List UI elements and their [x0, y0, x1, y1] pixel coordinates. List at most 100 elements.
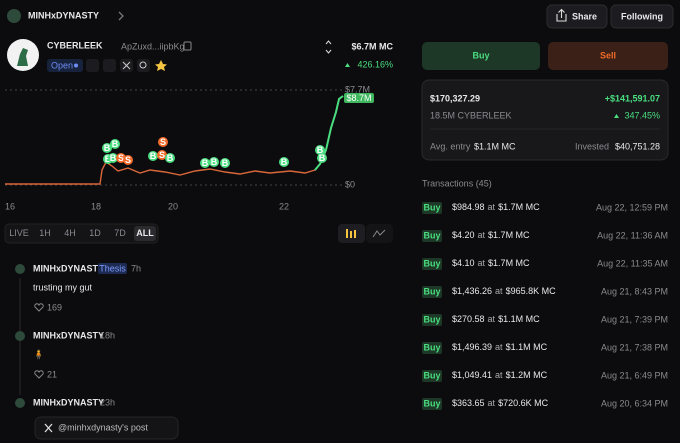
- buy-button[interactable]: [422, 42, 540, 70]
- side: Buy: [423, 202, 440, 212]
- search-button[interactable]: [137, 59, 150, 72]
- side-pill: [422, 370, 442, 382]
- side-pill: [422, 342, 442, 354]
- range-button[interactable]: 7D: [114, 228, 126, 238]
- sell-button[interactable]: [548, 42, 668, 70]
- amount: $1,436.26: [452, 286, 492, 296]
- transaction-time: Aug 21, 7:38 PM: [601, 342, 668, 352]
- market-cap: $1.7M MC: [488, 230, 530, 240]
- range-button[interactable]: 4H: [64, 228, 76, 238]
- share-label: Share: [572, 11, 597, 21]
- sell-label: Sell: [600, 50, 616, 60]
- buy-marker-label: B: [317, 145, 324, 155]
- copy-icon[interactable]: [183, 41, 192, 51]
- side-pill: [422, 230, 442, 242]
- buy-marker: [200, 158, 210, 168]
- star-icon[interactable]: [155, 60, 167, 71]
- transaction: $984.98 at $1.7M MC: [452, 202, 540, 212]
- range-button[interactable]: LIVE: [9, 228, 29, 238]
- sell-marker-label: S: [125, 155, 131, 165]
- buy-marker: [220, 158, 230, 168]
- side: Buy: [423, 370, 440, 380]
- market-cap: $1.7M MC: [488, 258, 530, 268]
- buy-marker-label: B: [167, 153, 174, 163]
- range-button[interactable]: 1D: [89, 228, 101, 238]
- avg-entry-label: Avg. entry: [430, 141, 471, 151]
- up-arrow: [345, 63, 350, 67]
- post-text: 🧍: [33, 348, 44, 359]
- buy-marker-label: B: [104, 143, 111, 153]
- like-icon[interactable]: [34, 303, 44, 312]
- market-cap: $965.8K MC: [506, 286, 557, 296]
- buy-marker: [110, 139, 120, 149]
- following-button[interactable]: [610, 4, 674, 29]
- side: Buy: [423, 398, 440, 408]
- toggle-icon[interactable]: [325, 40, 332, 54]
- icon-button[interactable]: [103, 59, 116, 72]
- status-label: Open: [51, 60, 73, 70]
- connector: at: [478, 258, 486, 268]
- x-label: 16: [5, 201, 15, 211]
- market-cap-change: 426.16%: [357, 59, 393, 69]
- quoted-post[interactable]: [34, 416, 179, 440]
- range-button[interactable]: ALL: [136, 228, 154, 238]
- post-avatar: [15, 331, 25, 341]
- range-button[interactable]: 1H: [39, 228, 51, 238]
- buy-marker: [315, 145, 325, 155]
- connector: at: [478, 230, 486, 240]
- transaction-time: Aug 21, 7:39 PM: [601, 314, 668, 324]
- up-arrow: [614, 114, 619, 118]
- user-avatar: [7, 9, 21, 23]
- transaction-time: Aug 21, 6:49 PM: [601, 370, 668, 380]
- transaction: $270.58 at $1.1M MC: [452, 314, 540, 324]
- connector: at: [488, 398, 496, 408]
- sell-marker-label: S: [160, 137, 166, 147]
- amount: $1,049.41: [452, 370, 492, 380]
- icon-button[interactable]: [86, 59, 99, 72]
- transaction-time: Aug 22, 11:35 AM: [597, 258, 668, 268]
- sell-marker: [157, 150, 167, 160]
- post-text: trusting my gut: [33, 282, 93, 292]
- buy-marker-label: B: [202, 158, 209, 168]
- position-card: [421, 79, 669, 161]
- status-dot: [74, 63, 78, 68]
- range-selected[interactable]: [134, 226, 156, 241]
- buy-label: Buy: [472, 50, 489, 60]
- x-label: 18: [91, 201, 101, 211]
- connector: at: [495, 286, 503, 296]
- market-cap: $1.2M MC: [506, 370, 548, 380]
- sell-marker-label: S: [159, 150, 165, 160]
- like-icon[interactable]: [34, 370, 44, 379]
- invested-label: Invested: [575, 141, 609, 151]
- y-label: $7.7M: [345, 84, 370, 94]
- line-toggle[interactable]: [366, 224, 393, 243]
- post-likes: 169: [47, 302, 62, 312]
- market-cap: $1.1M MC: [498, 314, 540, 324]
- username: MINHxDYNASTY: [28, 10, 99, 20]
- candle-icon: [346, 229, 356, 238]
- post-time: 23h: [100, 397, 115, 407]
- transaction: $363.65 at $720.6K MC: [452, 398, 549, 408]
- amount: $4.20: [452, 230, 475, 240]
- connector: at: [488, 314, 496, 324]
- market-cap: $1.1M MC: [506, 342, 548, 352]
- market-cap: $720.6K MC: [498, 398, 549, 408]
- buy-marker: [165, 153, 175, 163]
- post-badge: [98, 263, 127, 274]
- side: Buy: [423, 342, 440, 352]
- transaction: $4.10 at $1.7M MC: [452, 258, 530, 268]
- side: Buy: [423, 286, 440, 296]
- amount: $270.58: [452, 314, 485, 324]
- amount: $984.98: [452, 202, 485, 212]
- post-badge-label: Thesis: [99, 263, 126, 273]
- side: Buy: [423, 258, 440, 268]
- buy-marker: [148, 151, 158, 161]
- post-author: MINHxDYNASTY: [33, 263, 104, 273]
- buy-marker: [317, 153, 327, 163]
- token-figure: [17, 48, 28, 66]
- transaction-time: Aug 22, 11:36 AM: [597, 230, 668, 240]
- transaction: $1,496.39 at $1.1M MC: [452, 342, 548, 352]
- token-name: CYBERLEEK: [47, 40, 103, 50]
- buy-marker: [102, 143, 112, 153]
- post-avatar: [15, 264, 25, 274]
